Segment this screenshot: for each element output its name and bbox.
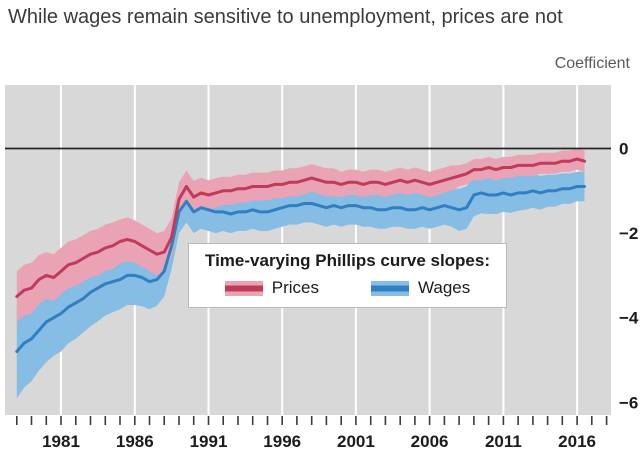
prices-swatch-icon xyxy=(224,280,263,296)
legend-label: Wages xyxy=(417,278,471,297)
y-axis-unit-label: Coefficient xyxy=(554,55,630,72)
wages-line xyxy=(15,185,586,353)
x-tick-label: 1981 xyxy=(42,432,80,451)
x-tick-label: 2001 xyxy=(337,432,375,451)
prices-band xyxy=(16,148,585,322)
x-tick-label: 2011 xyxy=(485,432,522,451)
legend-entry-wages: Wages xyxy=(370,278,471,298)
plot-area: 1981 1986 1991 1996 2001 2006 2011 2016 0 −2 −4 −6 xyxy=(5,85,639,451)
wages-band xyxy=(16,171,585,399)
y-tick-label: −4 xyxy=(619,309,639,328)
chart-title: While wages remain sensitive to unemploy… xyxy=(8,6,563,28)
legend-title: Time-varying Phillips curve slopes: xyxy=(205,251,491,270)
x-tick-label: 2016 xyxy=(558,432,596,451)
x-tick-label: 1996 xyxy=(263,432,301,451)
x-tick-label: 1991 xyxy=(190,432,228,451)
legend-entry-prices: Prices xyxy=(224,278,319,298)
wages-swatch-icon xyxy=(370,280,409,296)
legend-entries: Prices Wages xyxy=(224,278,471,298)
legend-label: Prices xyxy=(271,278,319,297)
y-tick-label: −2 xyxy=(619,224,638,243)
x-tick-label: 2006 xyxy=(411,432,449,451)
y-tick-label: 0 xyxy=(619,140,628,159)
prices-line xyxy=(15,157,586,298)
legend: Time-varying Phillips curve slopes: Pric… xyxy=(188,243,508,308)
y-tick-label: −6 xyxy=(619,393,638,412)
x-tick-label: 1986 xyxy=(116,432,154,451)
